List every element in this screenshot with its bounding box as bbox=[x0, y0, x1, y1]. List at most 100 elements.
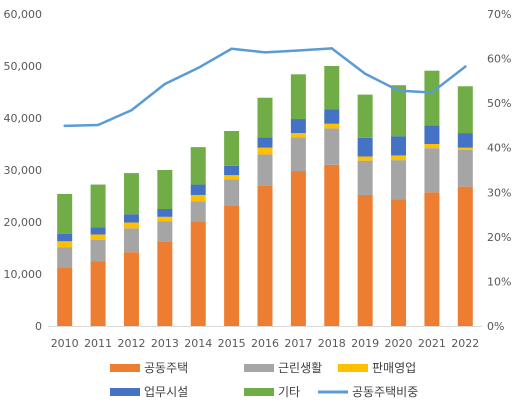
bar-segment bbox=[224, 179, 240, 206]
legend-swatch bbox=[244, 364, 274, 372]
line-point bbox=[330, 47, 333, 50]
y-right-tick-label: 20% bbox=[487, 231, 511, 244]
x-tick-label: 2021 bbox=[418, 337, 446, 350]
y-right-tick-label: 10% bbox=[487, 275, 511, 288]
bar-segment bbox=[57, 241, 73, 248]
x-tick-label: 2019 bbox=[351, 337, 379, 350]
bar-segment bbox=[123, 222, 139, 229]
bar-segment bbox=[290, 171, 306, 326]
x-tick-label: 2017 bbox=[284, 337, 312, 350]
y-right-tick-label: 50% bbox=[487, 97, 511, 110]
bar-segment bbox=[157, 209, 173, 217]
bar-segment bbox=[424, 125, 440, 144]
bar-segment bbox=[257, 137, 273, 148]
bar-segment bbox=[391, 160, 407, 200]
legend-label: 판매영업 bbox=[372, 361, 416, 375]
bar-segment bbox=[424, 192, 440, 326]
y-left-tick-label: 10,000 bbox=[4, 268, 43, 281]
line-point bbox=[63, 124, 66, 128]
y-right-tick-label: 70% bbox=[487, 8, 511, 21]
bar-segment bbox=[457, 133, 473, 148]
y-right-tick-label: 0% bbox=[487, 320, 504, 333]
bar-segment bbox=[357, 194, 373, 326]
y-left-tick-label: 0 bbox=[35, 320, 42, 333]
legend-swatch bbox=[244, 388, 274, 396]
x-tick-label: 2010 bbox=[51, 337, 79, 350]
legend-label: 업무시설 bbox=[144, 385, 188, 399]
x-tick-label: 2012 bbox=[117, 337, 145, 350]
bar-segment bbox=[123, 252, 139, 326]
bar-segment bbox=[190, 184, 206, 195]
bar-segment bbox=[157, 216, 173, 222]
line-point bbox=[230, 47, 233, 50]
bar-segment bbox=[357, 160, 373, 195]
bar-segment bbox=[424, 70, 440, 126]
x-tick-label: 2013 bbox=[151, 337, 179, 350]
bar-segment bbox=[123, 228, 139, 253]
bar-segment bbox=[90, 234, 106, 240]
legend-label: 근린생활 bbox=[278, 361, 322, 375]
bar-segment bbox=[357, 94, 373, 138]
legend-label: 공동주택비중 bbox=[352, 385, 418, 399]
bar-segment bbox=[157, 241, 173, 326]
bar-segment bbox=[190, 222, 206, 326]
legend-label: 공동주택 bbox=[144, 361, 188, 375]
x-tick-label: 2015 bbox=[218, 337, 246, 350]
line-point bbox=[163, 82, 167, 86]
bar-segment bbox=[290, 74, 306, 120]
bar-segment bbox=[57, 193, 73, 234]
bar-segment bbox=[457, 149, 473, 187]
y-axis-right: 0% 10% 20% 30% 40% 50% 60% 70% bbox=[487, 8, 511, 333]
bar-segment bbox=[123, 214, 139, 223]
bar-segment bbox=[90, 261, 106, 326]
y-right-tick-label: 30% bbox=[487, 186, 511, 199]
bar-segment bbox=[357, 156, 373, 161]
bars bbox=[57, 66, 473, 326]
bar-segment bbox=[57, 267, 73, 326]
bar-segment bbox=[324, 128, 340, 165]
y-left-tick-label: 20,000 bbox=[4, 216, 43, 229]
line-point bbox=[397, 89, 400, 92]
bar-segment bbox=[391, 85, 407, 137]
y-left-tick-label: 60,000 bbox=[4, 8, 43, 21]
y-right-tick-label: 40% bbox=[487, 142, 511, 155]
legend-swatch bbox=[110, 388, 140, 396]
line-point bbox=[297, 49, 300, 52]
bar-segment bbox=[57, 247, 73, 268]
bar-segment bbox=[290, 119, 306, 134]
bar-segment bbox=[190, 194, 206, 202]
bar-segment bbox=[224, 165, 240, 176]
legend-swatch bbox=[110, 364, 140, 372]
bar-segment bbox=[257, 97, 273, 138]
bar-segment bbox=[90, 184, 106, 228]
bar-segment bbox=[224, 131, 240, 166]
y-axis-left: 0 10,000 20,000 30,000 40,000 50,000 60,000 bbox=[4, 8, 43, 333]
bar-segment bbox=[457, 186, 473, 326]
bar-segment bbox=[257, 185, 273, 326]
bar-segment bbox=[324, 164, 340, 326]
bar-segment bbox=[224, 205, 240, 326]
bar-segment bbox=[391, 136, 407, 156]
line-point bbox=[464, 65, 467, 68]
line-point bbox=[130, 109, 133, 112]
bar-segment bbox=[391, 199, 407, 326]
bar-segment bbox=[157, 221, 173, 242]
share-line bbox=[63, 47, 467, 128]
y-left-tick-label: 30,000 bbox=[4, 164, 43, 177]
bar-segment bbox=[224, 175, 240, 180]
line-point bbox=[363, 72, 367, 75]
x-tick-label: 2018 bbox=[318, 337, 346, 350]
bar-segment bbox=[324, 123, 340, 129]
bar-segment bbox=[123, 173, 139, 215]
y-left-tick-label: 40,000 bbox=[4, 112, 43, 125]
line-point bbox=[197, 66, 200, 70]
bar-segment bbox=[457, 86, 473, 134]
bar-segment bbox=[190, 147, 206, 185]
line-point bbox=[263, 51, 267, 54]
x-tick-label: 2020 bbox=[385, 337, 413, 350]
bar-segment bbox=[457, 147, 473, 150]
bar-segment bbox=[424, 144, 440, 149]
legend-swatch bbox=[338, 364, 368, 372]
